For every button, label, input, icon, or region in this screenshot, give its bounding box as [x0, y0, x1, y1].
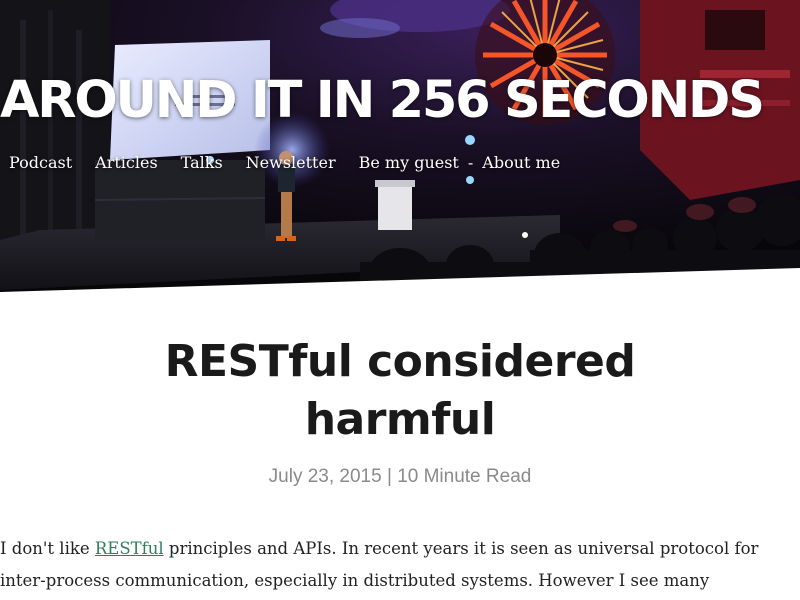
- site-title-link[interactable]: AROUND IT IN 256 SECONDS: [0, 71, 765, 130]
- body-text-line-2: inter-process communication, especially …: [0, 571, 710, 590]
- article-date: July 23, 2015: [268, 466, 382, 487]
- restful-link[interactable]: RESTful: [94, 539, 164, 558]
- nav-item-be-my-guest[interactable]: Be my guest: [358, 152, 459, 172]
- article-title-line-1: RESTful considered: [164, 336, 636, 387]
- hero-stage-photo: [0, 0, 800, 300]
- meta-separator: |: [386, 466, 392, 487]
- article-title-line-2: harmful: [304, 394, 496, 445]
- hero-header: AROUND IT IN 256 SECONDS Podcast Article…: [0, 0, 800, 300]
- hero-diagonal-edge: [0, 268, 800, 300]
- nav-item-articles[interactable]: Articles: [95, 152, 158, 172]
- main-nav: Podcast Articles Talks Newsletter Be my …: [9, 150, 583, 174]
- nav-item-newsletter[interactable]: Newsletter: [245, 152, 336, 172]
- body-text-segment: principles and APIs. In recent years it …: [163, 539, 759, 558]
- article-body: I don't like RESTful principles and APIs…: [0, 533, 800, 597]
- nav-item-podcast[interactable]: Podcast: [9, 152, 73, 172]
- article-read-time: 10 Minute Read: [397, 466, 532, 487]
- site-title[interactable]: AROUND IT IN 256 SECONDS: [0, 66, 800, 136]
- nav-item-talks[interactable]: Talks: [180, 152, 223, 172]
- article-meta: July 23, 2015 | 10 Minute Read: [0, 466, 800, 488]
- nav-item-about-me[interactable]: About me: [482, 152, 561, 172]
- article-title: RESTful considered harmful: [0, 333, 800, 449]
- nav-separator: -: [467, 152, 474, 172]
- body-text-segment: I don't like: [0, 539, 95, 558]
